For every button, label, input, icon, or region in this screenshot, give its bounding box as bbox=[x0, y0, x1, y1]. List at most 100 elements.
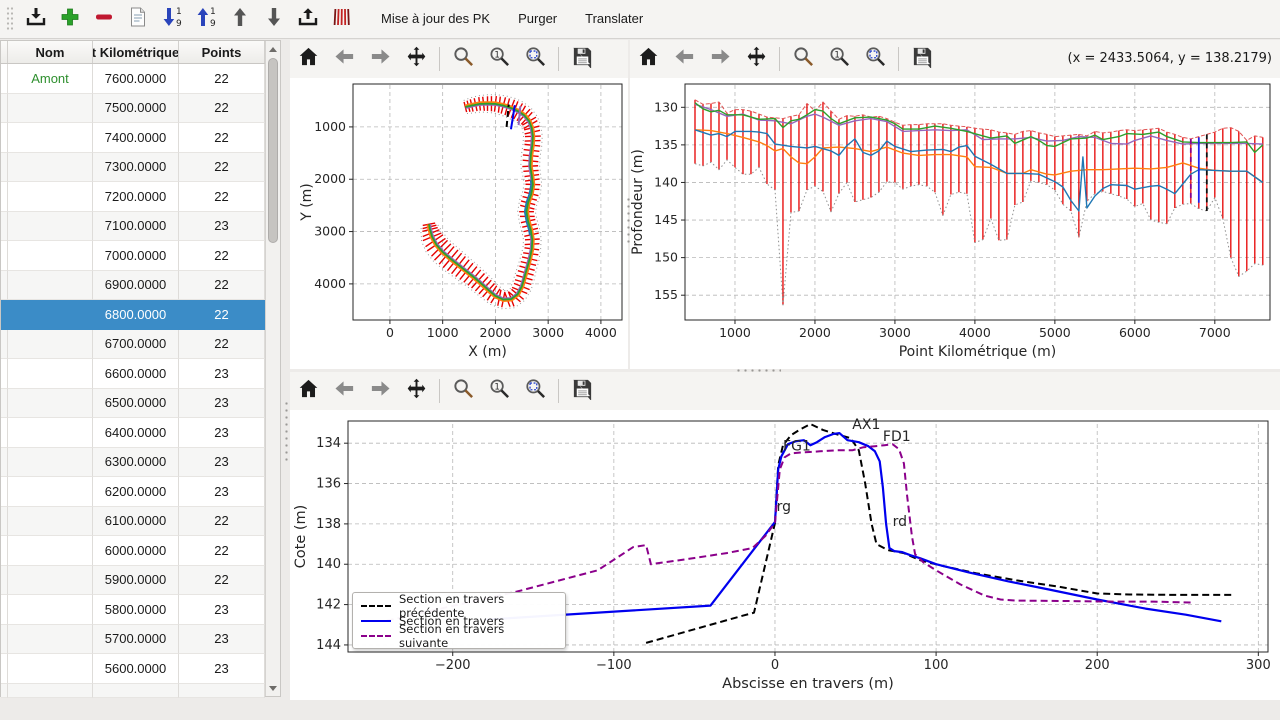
forward-button[interactable] bbox=[365, 44, 395, 74]
svg-text:145: 145 bbox=[654, 212, 678, 227]
section-figure-toolbar: 1 bbox=[290, 372, 1280, 410]
forward-button[interactable] bbox=[705, 44, 735, 74]
import-button[interactable] bbox=[21, 4, 51, 34]
toolbar-drag-handle[interactable] bbox=[6, 6, 13, 32]
save-icon bbox=[911, 45, 934, 73]
row-gutter bbox=[1, 506, 8, 536]
svg-text:130: 130 bbox=[654, 99, 678, 114]
arrow-up-button[interactable] bbox=[225, 4, 255, 34]
table-row[interactable]: 7200.0000 22 bbox=[1, 182, 280, 212]
cell-nom bbox=[8, 536, 93, 566]
zoom-button[interactable] bbox=[788, 44, 818, 74]
svg-text:Abscisse en travers (m): Abscisse en travers (m) bbox=[722, 676, 894, 692]
table-row[interactable]: 7100.0000 23 bbox=[1, 211, 280, 241]
back-button[interactable] bbox=[669, 44, 699, 74]
pan-button[interactable] bbox=[401, 376, 431, 406]
toolbar-separator bbox=[558, 379, 559, 403]
forward-button[interactable] bbox=[365, 376, 395, 406]
row-gutter bbox=[1, 447, 8, 477]
table-header-nom[interactable]: Nom bbox=[8, 41, 93, 63]
table-row[interactable]: 7400.0000 22 bbox=[1, 123, 280, 153]
scrollbar-down-arrow[interactable] bbox=[266, 681, 280, 695]
save-icon bbox=[571, 45, 594, 73]
zoom-rect-button[interactable] bbox=[520, 376, 550, 406]
arrow-up-icon bbox=[228, 5, 252, 34]
table-row[interactable]: 6100.0000 22 bbox=[1, 506, 280, 536]
zoom-one-button[interactable]: 1 bbox=[824, 44, 854, 74]
table-row[interactable]: 5600.0000 23 bbox=[1, 654, 280, 684]
zoom-one-icon: 1 bbox=[828, 45, 851, 73]
home-button[interactable] bbox=[293, 376, 323, 406]
cell-pk: 6600.0000 bbox=[93, 359, 179, 389]
zoom-one-button[interactable]: 1 bbox=[484, 376, 514, 406]
table-row[interactable]: 6500.0000 23 bbox=[1, 388, 280, 418]
back-button[interactable] bbox=[329, 44, 359, 74]
table-row[interactable]: 6400.0000 23 bbox=[1, 418, 280, 448]
figures-splitter-horizontal[interactable] bbox=[735, 368, 781, 373]
table-row[interactable]: 5800.0000 23 bbox=[1, 595, 280, 625]
menu-item-1[interactable]: Mise à jour des PK bbox=[381, 11, 491, 26]
table-row[interactable]: 6300.0000 23 bbox=[1, 447, 280, 477]
scrollbar-up-arrow[interactable] bbox=[266, 42, 280, 56]
table-row[interactable]: 6600.0000 23 bbox=[1, 359, 280, 389]
legend-line-sample bbox=[361, 634, 391, 637]
menu-item-3[interactable]: Translater bbox=[585, 11, 644, 26]
export-button[interactable] bbox=[293, 4, 323, 34]
arrow-down-button[interactable] bbox=[259, 4, 289, 34]
sections-button[interactable] bbox=[327, 4, 357, 34]
zoom-button[interactable] bbox=[448, 376, 478, 406]
zoom-rect-button[interactable] bbox=[860, 44, 890, 74]
home-button[interactable] bbox=[293, 44, 323, 74]
table-header-points[interactable]: Points bbox=[179, 41, 265, 63]
row-gutter bbox=[1, 64, 8, 94]
plan-chart-svg[interactable]: 0 1000 2000 3000 4000 1000 2000 3000 4000 X (m) Y … bbox=[290, 78, 628, 369]
row-gutter bbox=[1, 329, 8, 359]
table-row[interactable]: 6900.0000 22 bbox=[1, 270, 280, 300]
section-chart-svg[interactable]: −200 −100 0 100 200 300 134 136 138 140 142 144 Absc… bbox=[290, 410, 1280, 700]
zoom-button[interactable] bbox=[448, 44, 478, 74]
table-row-partial[interactable] bbox=[1, 683, 280, 698]
plan-figure-toolbar: 1 bbox=[290, 40, 628, 78]
annotation-rd: rd bbox=[893, 514, 907, 530]
back-button[interactable] bbox=[329, 376, 359, 406]
edit-page-button[interactable] bbox=[123, 4, 153, 34]
table-row[interactable]: 5700.0000 23 bbox=[1, 624, 280, 654]
save-button[interactable] bbox=[567, 44, 597, 74]
cell-points: 23 bbox=[179, 359, 265, 389]
menu-item-2[interactable]: Purger bbox=[518, 11, 558, 26]
table-row[interactable]: Amont 7600.0000 22 bbox=[1, 64, 280, 94]
zoom-rect-button[interactable] bbox=[520, 44, 550, 74]
pan-button[interactable] bbox=[741, 44, 771, 74]
add-button[interactable] bbox=[55, 4, 85, 34]
svg-text:136: 136 bbox=[316, 477, 341, 492]
table-row[interactable]: 6000.0000 22 bbox=[1, 536, 280, 566]
table-header-pk[interactable]: t Kilométrique bbox=[93, 41, 179, 63]
svg-text:2000: 2000 bbox=[480, 325, 512, 340]
remove-button[interactable] bbox=[89, 4, 119, 34]
scrollbar-thumb[interactable] bbox=[268, 58, 278, 243]
zoom-one-icon: 1 bbox=[488, 377, 511, 405]
pan-button[interactable] bbox=[401, 44, 431, 74]
table-row[interactable]: 7000.0000 22 bbox=[1, 241, 280, 271]
panel-splitter-vertical[interactable] bbox=[284, 400, 289, 464]
figures-splitter-vertical[interactable] bbox=[626, 196, 631, 246]
profile-chart-svg[interactable]: 1000 2000 3000 4000 5000 6000 7000 130 135 140 145… bbox=[630, 78, 1280, 369]
save-button[interactable] bbox=[907, 44, 937, 74]
table-row[interactable]: 7500.0000 22 bbox=[1, 93, 280, 123]
cell-points: 23 bbox=[179, 418, 265, 448]
zoom-one-button[interactable]: 1 bbox=[484, 44, 514, 74]
row-gutter bbox=[1, 536, 8, 566]
table-vertical-scrollbar[interactable] bbox=[265, 41, 280, 696]
table-row[interactable]: 7300.0000 22 bbox=[1, 152, 280, 182]
save-icon bbox=[571, 377, 594, 405]
table-row[interactable]: 6200.0000 23 bbox=[1, 477, 280, 507]
table-row[interactable]: 6700.0000 22 bbox=[1, 329, 280, 359]
save-button[interactable] bbox=[567, 376, 597, 406]
table-row[interactable]: 5900.0000 22 bbox=[1, 565, 280, 595]
table-row-selected[interactable]: 6800.0000 22 bbox=[1, 300, 280, 330]
home-button[interactable] bbox=[633, 44, 663, 74]
